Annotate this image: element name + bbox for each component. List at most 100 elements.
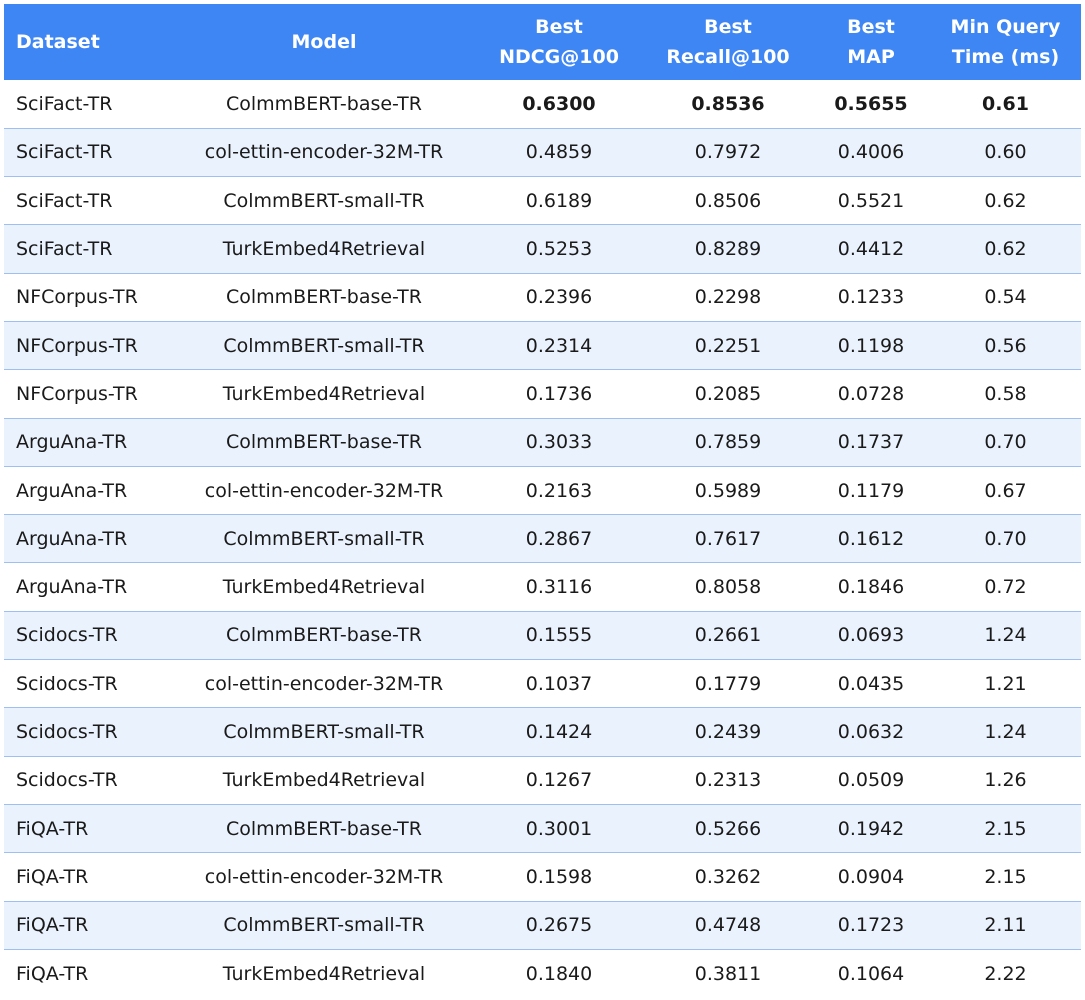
header-ndcg-line2: NDCG@100 [499,46,619,68]
table-row: ArguAna-TR ColmmBERT-base-TR 0.3033 0.7859 0… [4,418,1081,467]
cell-dataset: SciFact-TR [4,80,174,129]
cell-model: TurkEmbed4Retrieval [174,756,474,805]
cell-recall: 0.7617 [644,514,812,564]
cell-ndcg: 0.2396 [474,273,644,322]
cell-time: 0.72 [930,562,1081,612]
table-row: ArguAna-TR col-ettin-encoder-32M-TR 0.2163… [4,466,1081,516]
cell-map: 0.1233 [812,273,930,322]
cell-model: ColmmBERT-small-TR [174,901,474,950]
header-row: Dataset Model Best NDCG@100 Best Recall@… [4,4,1081,80]
cell-dataset: NFCorpus-TR [4,273,174,322]
cell-map: 0.0904 [812,852,930,902]
cell-ndcg: 0.2675 [474,901,644,950]
cell-ndcg: 0.3033 [474,418,644,467]
cell-dataset: ArguAna-TR [4,562,174,612]
cell-recall: 0.2251 [644,321,812,371]
cell-model: TurkEmbed4Retrieval [222,962,426,985]
table-row: NFCorpus-TR ColmmBERT-small-TR 0.2314 0.225… [4,321,1081,371]
cell-ndcg: 0.2314 [474,321,644,371]
cell-map: 0.1179 [812,466,930,516]
cell-model: ColmmBERT-base-TR [174,611,474,661]
cell-ndcg: 0.1037 [474,659,644,709]
header-map: Best MAP [812,4,930,80]
cell-time: 2.22 [984,962,1027,985]
table-row: FiQA-TR col-ettin-encoder-32M-TR 0.1598 0.3… [4,852,1081,902]
table-header: Dataset Model Best NDCG@100 Best Recall@… [4,4,1081,80]
cell-time: 0.60 [930,128,1081,178]
cell-map: 0.1942 [812,804,930,854]
table-row: FiQA-TR TurkEmbed4Retrieval 0.1840 0.3811 0.… [4,949,1081,998]
cell-map: 0.0632 [812,707,930,757]
table-row: Scidocs-TR ColmmBERT-small-TR 0.1424 0.2439… [4,707,1081,757]
cell-model: ColmmBERT-small-TR [174,321,474,371]
cell-recall: 0.3262 [644,852,812,902]
cell-recall: 0.8506 [644,176,812,226]
results-table: Dataset Model Best NDCG@100 Best Recall@… [4,4,1081,998]
cell-recall: 0.2298 [644,273,812,322]
cell-model: ColmmBERT-small-TR [174,176,474,226]
cell-map: 0.0435 [812,659,930,709]
cell-ndcg: 0.1840 [525,962,593,985]
header-dataset: Dataset [16,31,100,53]
cell-dataset: FiQA-TR [4,901,174,950]
cell-time: 1.26 [930,756,1081,805]
cell-recall: 0.7859 [644,418,812,467]
table-row: ArguAna-TR TurkEmbed4Retrieval 0.3116 0.805… [4,562,1081,612]
header-time-line2: Time (ms) [951,46,1060,68]
cell-ndcg: 0.5253 [474,224,644,274]
cell-dataset: ArguAna-TR [4,514,174,564]
cell-map: 0.5655 [812,80,930,129]
table-body: SciFact-TR ColmmBERT-base-TR 0.6300 0.8536 0… [4,80,1081,998]
cell-dataset: Scidocs-TR [4,659,174,709]
cell-model: ColmmBERT-base-TR [174,80,474,129]
table-row: SciFact-TR col-ettin-encoder-32M-TR 0.4859… [4,128,1081,178]
cell-time: 2.11 [930,901,1081,950]
cell-model: ColmmBERT-base-TR [174,273,474,322]
cell-recall: 0.3811 [694,962,762,985]
header-ndcg: Best NDCG@100 [474,4,644,80]
cell-ndcg: 0.1736 [474,369,644,419]
cell-ndcg: 0.6189 [474,176,644,226]
cell-dataset: NFCorpus-TR [4,369,174,419]
table-row: NFCorpus-TR ColmmBERT-base-TR 0.2396 0.2298… [4,273,1081,322]
cell-time: 1.21 [930,659,1081,709]
cell-time: 0.62 [930,176,1081,226]
cell-ndcg: 0.1267 [474,756,644,805]
cell-recall: 0.2661 [644,611,812,661]
cell-ndcg: 0.6300 [474,80,644,129]
table-row: ArguAna-TR ColmmBERT-small-TR 0.2867 0.7617… [4,514,1081,564]
cell-model: TurkEmbed4Retrieval [174,562,474,612]
table-row: Scidocs-TR ColmmBERT-base-TR 0.1555 0.2661 0… [4,611,1081,661]
cell-map: 0.1737 [812,418,930,467]
cell-dataset: NFCorpus-TR [4,321,174,371]
cell-ndcg: 0.1555 [474,611,644,661]
cell-model: col-ettin-encoder-32M-TR [174,852,474,902]
table-row: SciFact-TR ColmmBERT-base-TR 0.6300 0.8536 0… [4,80,1081,129]
table-row: NFCorpus-TR TurkEmbed4Retrieval 0.1736 0.20… [4,369,1081,419]
header-ndcg-line1: Best [535,16,583,38]
cell-dataset: FiQA-TR [4,852,174,902]
cell-map: 0.1612 [812,514,930,564]
results-table-container: Dataset Model Best NDCG@100 Best Recall@… [4,4,1081,998]
cell-map: 0.4006 [812,128,930,178]
cell-time: 1.24 [930,611,1081,661]
cell-model: ColmmBERT-small-TR [174,707,474,757]
cell-ndcg: 0.1424 [474,707,644,757]
cell-recall: 0.7972 [644,128,812,178]
cell-ndcg: 0.3116 [474,562,644,612]
cell-dataset: SciFact-TR [4,128,174,178]
header-recall-line2: Recall@100 [666,46,790,68]
cell-model: ColmmBERT-base-TR [174,418,474,467]
cell-recall: 0.5989 [644,466,812,516]
table-row: FiQA-TR ColmmBERT-base-TR 0.3001 0.5266 0.19… [4,804,1081,854]
table-row: SciFact-TR TurkEmbed4Retrieval 0.5253 0.828… [4,224,1081,274]
cell-time: 0.61 [930,80,1081,129]
cell-map: 0.0509 [812,756,930,805]
cell-ndcg: 0.2867 [474,514,644,564]
cell-time: 0.62 [930,224,1081,274]
cell-recall: 0.1779 [644,659,812,709]
cell-recall: 0.8058 [644,562,812,612]
cell-dataset: Scidocs-TR [4,611,174,661]
cell-recall: 0.8289 [644,224,812,274]
cell-map: 0.0728 [812,369,930,419]
